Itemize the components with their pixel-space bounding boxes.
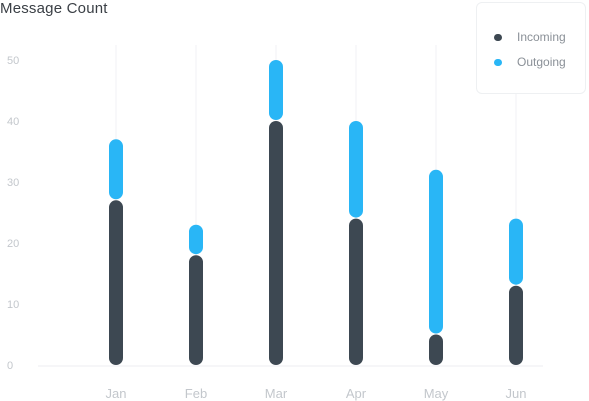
x-tick-label-may: May [424,386,449,401]
legend-label-incoming: Incoming [517,30,566,44]
legend-item-incoming[interactable]: Incoming [494,30,566,44]
y-tick-label: 40 [7,116,19,128]
x-tick-label-jan: Jan [106,386,127,401]
y-tick-label: 10 [7,299,19,311]
y-tick-label: 20 [7,238,19,250]
bar-outgoing-may[interactable] [429,169,443,334]
x-tick-label-apr: Apr [346,386,367,401]
x-tick-label-feb: Feb [185,386,207,401]
bar-incoming-jan[interactable] [109,200,123,365]
x-tick-label-mar: Mar [265,386,288,401]
legend-item-outgoing[interactable]: Outgoing [494,55,566,69]
chart-legend: Incoming Outgoing [476,2,586,94]
bar-incoming-feb[interactable] [189,255,203,365]
y-tick-label: 0 [7,360,13,372]
bar-incoming-mar[interactable] [269,121,283,365]
bar-outgoing-mar[interactable] [269,60,283,120]
x-tick-label-jun: Jun [506,386,527,401]
y-tick-label: 30 [7,177,19,189]
legend-swatch-incoming [494,33,502,41]
y-tick-label: 50 [7,55,19,67]
bar-incoming-apr[interactable] [349,218,363,365]
bar-outgoing-jan[interactable] [109,139,123,200]
chart-title: Message Count [0,0,108,17]
bar-outgoing-apr[interactable] [349,121,363,218]
bar-incoming-jun[interactable] [509,285,523,365]
bar-outgoing-feb[interactable] [189,224,203,255]
bar-incoming-may[interactable] [429,334,443,366]
legend-label-outgoing: Outgoing [517,55,566,69]
legend-swatch-outgoing [494,58,502,66]
bar-outgoing-jun[interactable] [509,218,523,285]
